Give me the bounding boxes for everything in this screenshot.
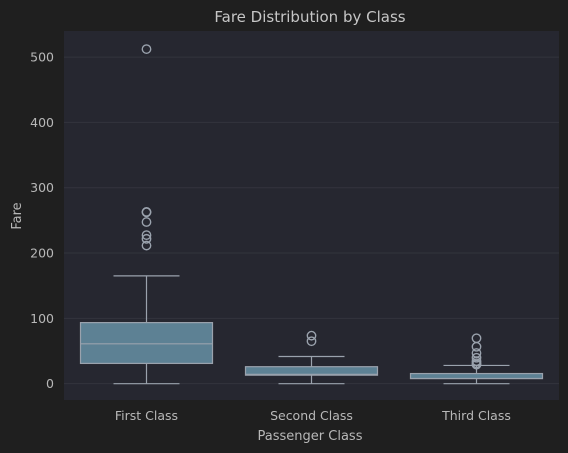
box-layer (79, 44, 544, 385)
box-group (244, 330, 379, 385)
x-axis-ticks: First Class Second Class Third Class (115, 408, 511, 423)
outlier-point (141, 207, 152, 217)
iqr-box (79, 322, 214, 365)
y-tick-label: 300 (30, 180, 54, 195)
y-tick-label: 400 (30, 115, 54, 130)
outlier-point (141, 233, 152, 244)
x-tick-label: Third Class (441, 408, 511, 423)
x-tick-label: Second Class (270, 408, 353, 423)
x-tick-label: First Class (115, 408, 178, 423)
y-tick-label: 0 (46, 376, 54, 391)
chart-title: Fare Distribution by Class (214, 8, 405, 26)
box-group (79, 44, 214, 385)
outlier-point (306, 330, 317, 341)
y-axis-ticks: 0 100 200 300 400 500 (30, 50, 54, 392)
outlier-point (471, 348, 482, 358)
y-tick-label: 500 (30, 50, 54, 65)
y-tick-label: 200 (30, 246, 54, 261)
y-axis-label: Fare (10, 202, 25, 229)
box-group (409, 333, 544, 385)
iqr-box (244, 366, 379, 376)
outlier-point (141, 217, 152, 227)
y-tick-label: 100 (30, 311, 54, 326)
outlier-point (306, 336, 317, 347)
outlier-point (141, 44, 152, 54)
outlier-point (141, 240, 152, 251)
outlier-point (471, 333, 482, 344)
x-axis-label: Passenger Class (258, 429, 363, 444)
outlier-point (141, 230, 152, 240)
outlier-point (471, 352, 482, 363)
